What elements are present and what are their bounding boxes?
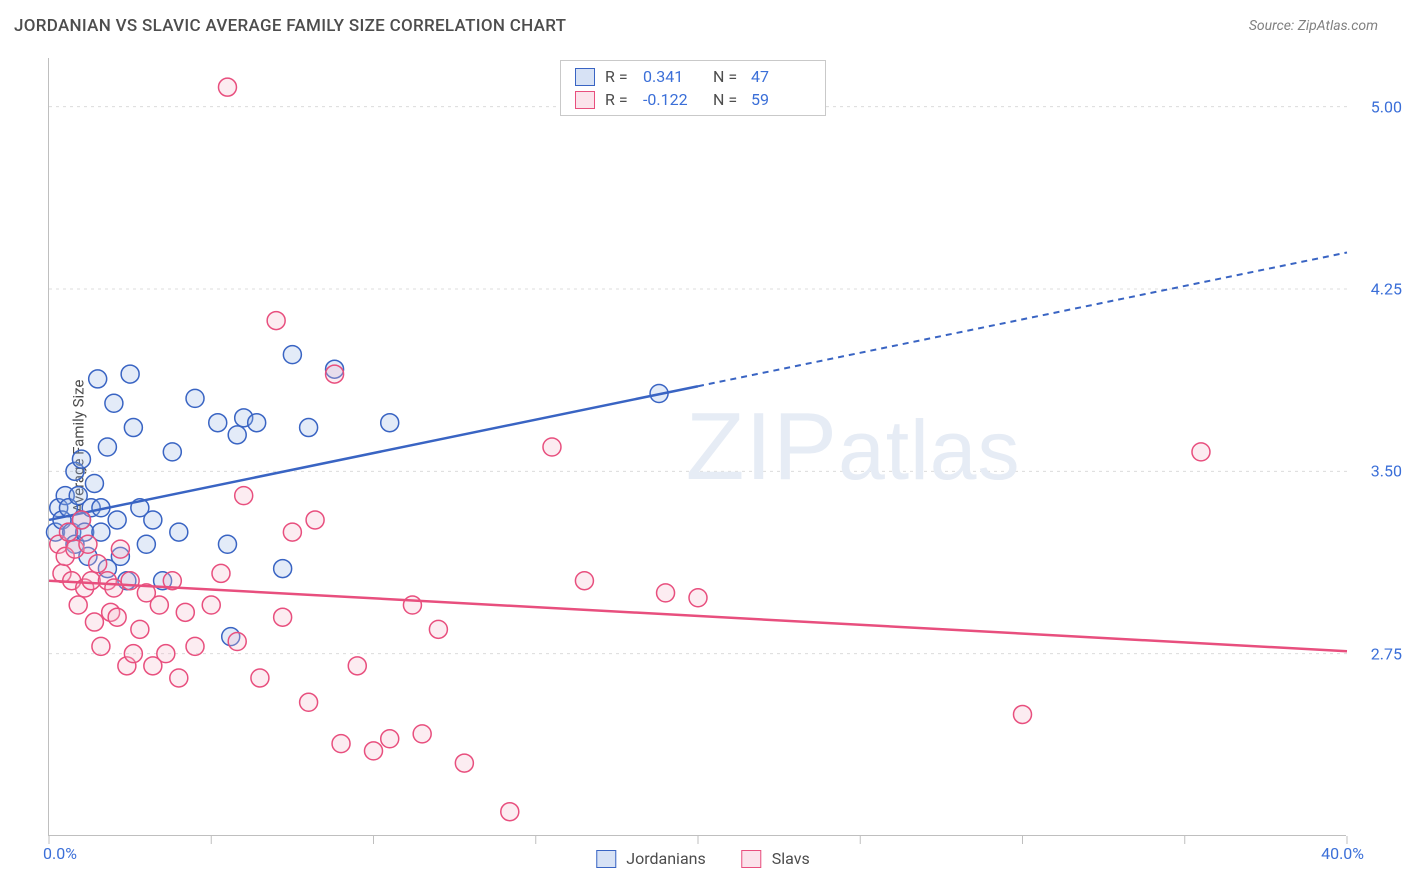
scatter-point [108,511,126,529]
scatter-point [186,389,204,407]
scatter-point [283,523,301,541]
scatter-point [267,312,285,330]
r-value: -0.122 [643,90,703,109]
scatter-point [413,725,431,743]
scatter-point [429,620,447,638]
scatter-point [82,572,100,590]
correlation-legend-row: R = -0.122 N = 59 [561,88,825,111]
scatter-point [176,603,194,621]
scatter-point [98,438,116,456]
scatter-point [144,511,162,529]
scatter-point [72,511,90,529]
scatter-point [218,535,236,553]
scatter-point [212,564,230,582]
scatter-point [111,540,129,558]
series-legend-item: Jordanians [596,849,705,868]
series-legend-label: Slavs [772,849,810,868]
scatter-point [186,637,204,655]
scatter-point [365,742,383,760]
plot-svg [49,58,1346,835]
scatter-point [326,365,344,383]
chart-container: JORDANIAN VS SLAVIC AVERAGE FAMILY SIZE … [0,0,1406,892]
x-tick-min: 0.0% [43,844,77,863]
scatter-point [157,645,175,663]
scatter-point [381,414,399,432]
scatter-point [1014,705,1032,723]
regression-extrapolation [698,253,1347,387]
scatter-point [124,419,142,437]
legend-swatch [575,91,595,109]
scatter-point [381,730,399,748]
scatter-point [235,487,253,505]
scatter-point [121,365,139,383]
series-legend-item: Slavs [742,849,810,868]
y-tick-label: 4.25 [1371,279,1402,298]
scatter-point [202,596,220,614]
scatter-point [150,596,168,614]
series-legend: Jordanians Slavs [596,849,809,868]
scatter-point [1192,443,1210,461]
source-attribution: Source: ZipAtlas.com [1249,18,1378,34]
scatter-point [689,589,707,607]
scatter-point [85,474,103,492]
scatter-point [124,645,142,663]
series-legend-label: Jordanians [626,849,705,868]
scatter-point [170,669,188,687]
scatter-point [455,754,473,772]
scatter-point [332,735,350,753]
scatter-point [274,608,292,626]
scatter-point [248,414,266,432]
n-value: 59 [751,90,811,109]
scatter-point [575,572,593,590]
scatter-point [89,555,107,573]
scatter-point [131,620,149,638]
r-label: R = [605,90,633,109]
scatter-point [657,584,675,602]
scatter-point [108,608,126,626]
chart-title: JORDANIAN VS SLAVIC AVERAGE FAMILY SIZE … [14,16,566,36]
scatter-point [163,443,181,461]
scatter-point [89,370,107,388]
scatter-point [228,426,246,444]
n-label: N = [713,90,741,109]
correlation-legend: R = 0.341 N = 47 R = -0.122 N = 59 [560,60,826,116]
n-label: N = [713,67,741,86]
scatter-point [300,693,318,711]
plot-area: ZIPatlas 0.0% 40.0% 2.753.504.255.00 [48,58,1346,836]
scatter-point [137,535,155,553]
scatter-point [121,572,139,590]
scatter-point [209,414,227,432]
legend-swatch [742,850,762,868]
scatter-point [105,394,123,412]
scatter-point [300,419,318,437]
scatter-point [85,613,103,631]
legend-swatch [575,68,595,86]
scatter-point [251,669,269,687]
scatter-point [348,657,366,675]
scatter-point [92,637,110,655]
scatter-point [543,438,561,456]
y-tick-label: 3.50 [1371,462,1402,481]
regression-line [49,386,698,520]
scatter-point [283,346,301,364]
scatter-point [105,579,123,597]
correlation-legend-row: R = 0.341 N = 47 [561,65,825,88]
scatter-point [170,523,188,541]
y-tick-label: 2.75 [1371,644,1402,663]
legend-swatch [596,850,616,868]
x-tick-max: 40.0% [1321,844,1364,863]
scatter-point [79,535,97,553]
y-tick-label: 5.00 [1371,97,1402,116]
scatter-point [306,511,324,529]
r-value: 0.341 [643,67,703,86]
scatter-point [218,78,236,96]
scatter-point [501,803,519,821]
scatter-point [69,596,87,614]
scatter-point [403,596,421,614]
r-label: R = [605,67,633,86]
scatter-point [72,450,90,468]
scatter-point [228,633,246,651]
n-value: 47 [751,67,811,86]
scatter-point [274,560,292,578]
